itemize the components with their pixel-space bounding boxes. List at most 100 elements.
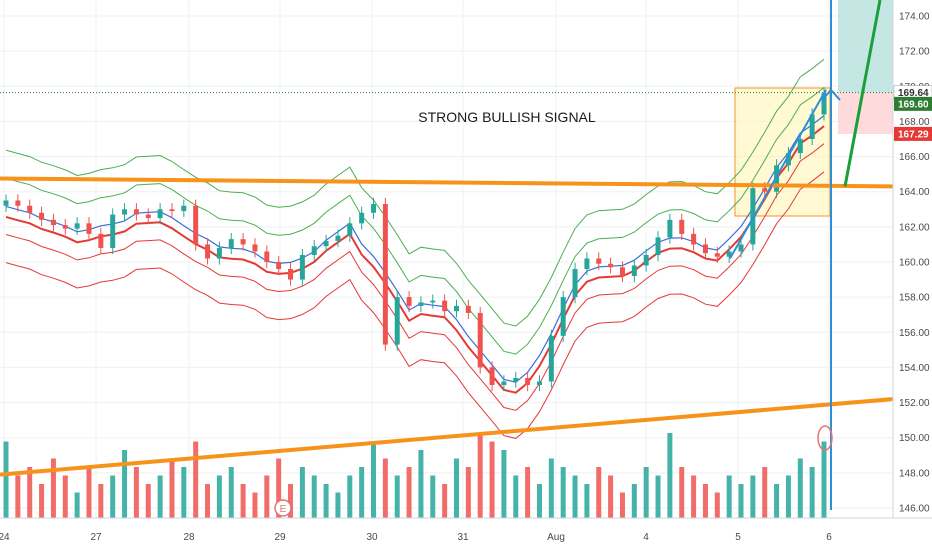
volume-bar	[394, 475, 400, 518]
volume-bar	[477, 433, 483, 518]
y-tick-label: 154.00	[899, 363, 930, 374]
volume-bar	[489, 441, 495, 518]
volume-bar	[679, 467, 685, 518]
volume-bar	[430, 475, 436, 518]
candle-body	[667, 219, 673, 238]
volume-bar	[133, 467, 139, 518]
volume-bar	[738, 484, 744, 518]
stop-zone	[838, 92, 893, 134]
price-tag	[894, 96, 932, 111]
candle-body	[679, 219, 685, 234]
candle-body	[548, 335, 554, 382]
candle-body	[584, 258, 590, 270]
earnings-label: E	[280, 504, 287, 515]
candle-body	[39, 212, 45, 220]
volume-bar	[86, 467, 92, 518]
candle-body	[489, 367, 495, 385]
volume-bar	[750, 475, 756, 518]
volume-bar	[311, 475, 317, 518]
volume-bar	[501, 450, 507, 518]
volume-bar	[27, 467, 33, 518]
volume-bar	[193, 441, 199, 518]
volume-bar	[110, 475, 116, 518]
candle-body	[655, 237, 661, 255]
candle-body	[240, 239, 246, 245]
volume-bar	[655, 475, 661, 518]
candle-body	[560, 297, 566, 336]
candle-body	[228, 239, 234, 248]
candle-body	[299, 254, 305, 280]
volume-bar	[560, 467, 566, 518]
y-tick-label: 174.00	[899, 12, 930, 23]
candles	[3, 87, 827, 392]
candle-body	[74, 223, 80, 229]
x-tick-label: 5	[735, 532, 741, 543]
candle-body	[359, 212, 365, 224]
candle-body	[264, 251, 270, 262]
volume-bar	[418, 450, 424, 518]
volume-bar	[643, 467, 649, 518]
candle-body	[157, 209, 163, 219]
volume-bar	[50, 458, 56, 518]
volume-bar	[596, 467, 602, 518]
volume-bar	[406, 467, 412, 518]
channel-line	[729, 89, 827, 259]
volume-bar	[572, 475, 578, 518]
candle-body	[335, 235, 341, 241]
candle-body	[371, 204, 377, 213]
volume-bar	[347, 475, 353, 518]
candle-body	[133, 209, 139, 215]
grid-lines	[0, 0, 893, 518]
volume-bar	[382, 458, 388, 518]
volume-bar	[785, 475, 791, 518]
candle-body	[643, 254, 649, 266]
volume-bar	[536, 484, 542, 518]
volume-bar	[774, 484, 780, 518]
volume-bar	[525, 467, 531, 518]
price-tag	[894, 126, 932, 141]
y-tick-label: 160.00	[899, 258, 930, 269]
time-axis-bg	[0, 518, 932, 550]
candle-body	[3, 200, 9, 206]
volume-bar	[631, 484, 637, 518]
volume-bar	[98, 484, 104, 518]
candle-body	[382, 204, 388, 345]
volume-bar	[228, 467, 234, 518]
volume-bar	[762, 467, 768, 518]
price-tag-label: 167.29	[898, 129, 929, 140]
volume-bar	[169, 458, 175, 518]
candle-body	[702, 244, 708, 254]
x-tick-label: 30	[366, 532, 378, 543]
candle-body	[513, 377, 519, 382]
y-tick-label: 156.00	[899, 328, 930, 339]
candle-body	[738, 244, 744, 252]
candle-body	[821, 93, 827, 115]
volume-bar	[122, 450, 128, 518]
volume-bar	[145, 484, 151, 518]
volume-bar	[691, 475, 697, 518]
annotation-text: STRONG BULLISH SIGNAL	[418, 109, 596, 125]
upper-band-outer	[5, 58, 825, 327]
lower-band-outer	[5, 171, 825, 439]
volume-bar	[453, 458, 459, 518]
x-tick-label: 4	[643, 532, 649, 543]
arrow-head	[821, 88, 841, 101]
candle-body	[797, 139, 803, 154]
candle-body	[216, 247, 222, 259]
volume-highlight	[817, 425, 833, 451]
volume-bar	[371, 441, 377, 518]
candle-body	[406, 297, 412, 306]
volume-bar	[264, 475, 270, 518]
volume-bar	[39, 484, 45, 518]
candle-body	[762, 188, 768, 192]
candle-body	[252, 244, 258, 252]
y-tick-label: 164.00	[899, 187, 930, 198]
candle-body	[726, 251, 732, 257]
upper-band-inner	[5, 87, 825, 355]
volume-bar	[323, 484, 329, 518]
candle-body	[477, 312, 483, 368]
drawings: E	[0, 0, 894, 517]
volume-bar	[821, 441, 827, 518]
volume-bars	[3, 433, 827, 518]
